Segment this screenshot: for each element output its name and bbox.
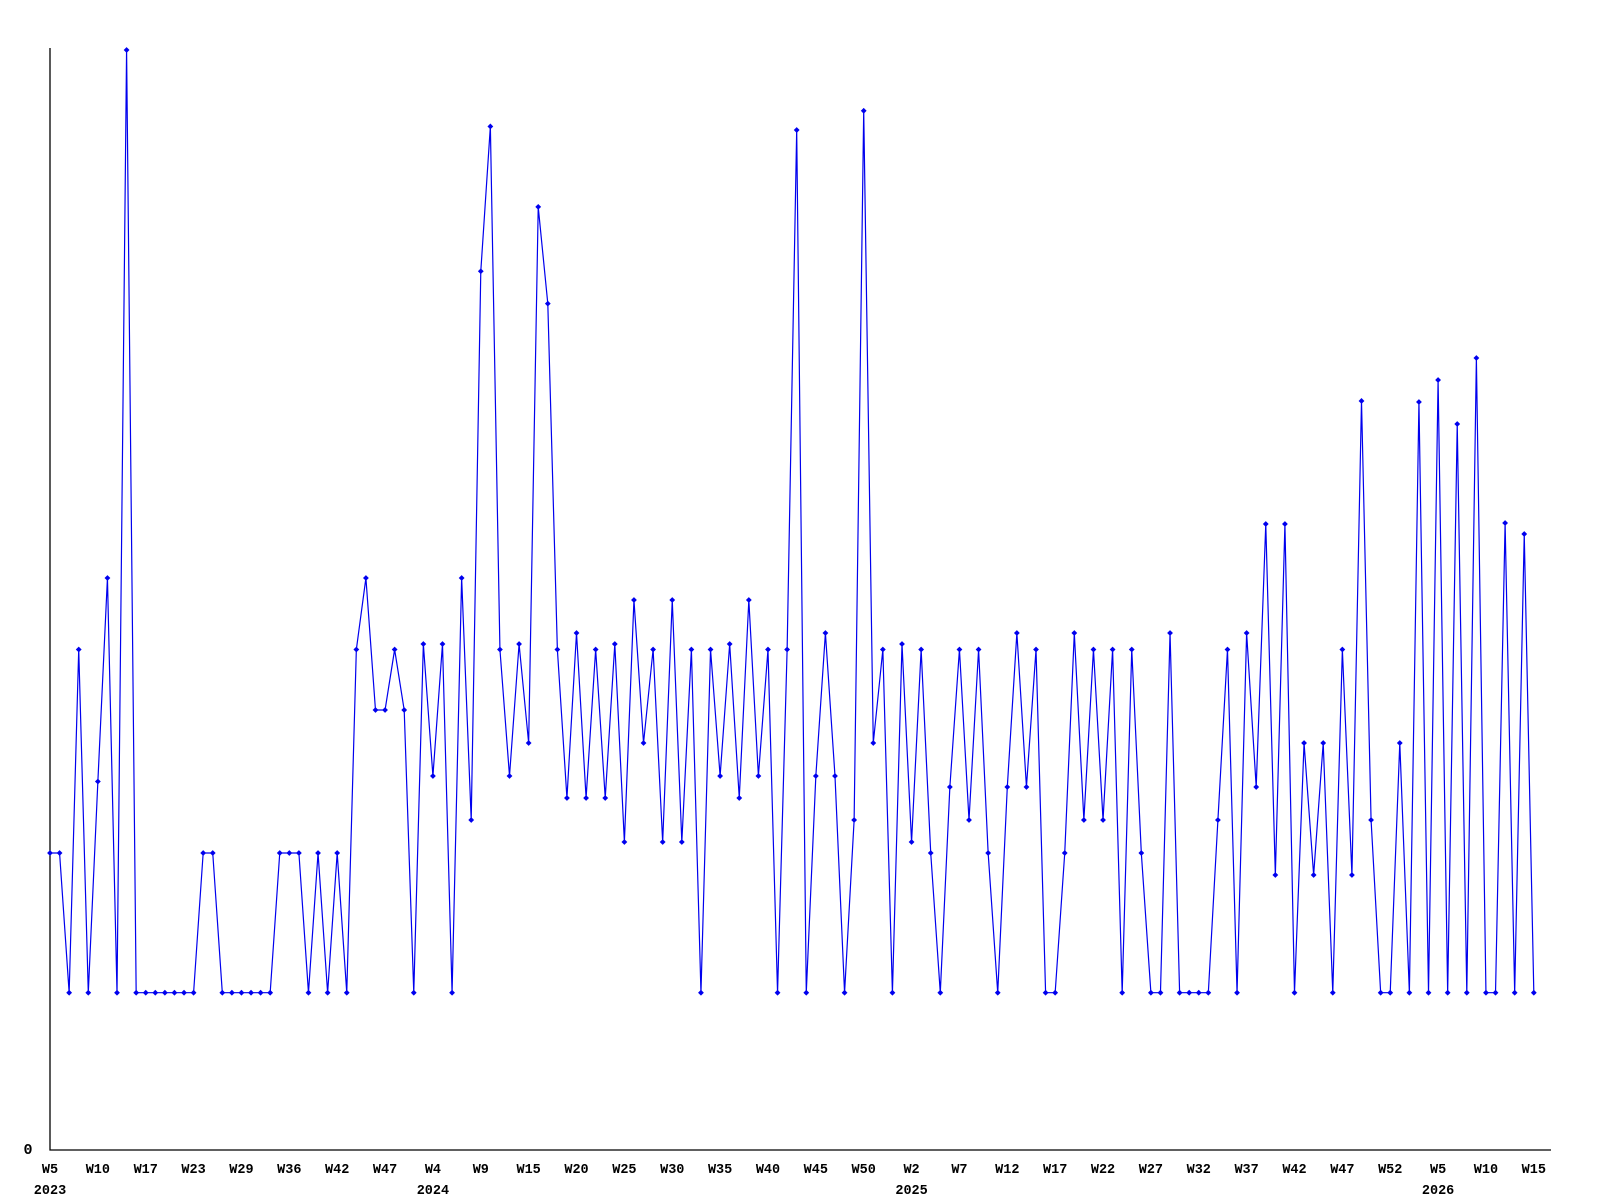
svg-text:W15: W15 xyxy=(516,1163,540,1178)
svg-text:W35: W35 xyxy=(708,1163,732,1178)
svg-text:W4: W4 xyxy=(425,1163,441,1178)
svg-text:W9: W9 xyxy=(473,1163,489,1178)
svg-text:W22: W22 xyxy=(1091,1163,1115,1178)
svg-text:W47: W47 xyxy=(1330,1163,1354,1178)
svg-text:W47: W47 xyxy=(373,1163,397,1178)
svg-text:W29: W29 xyxy=(229,1163,253,1178)
svg-text:W5: W5 xyxy=(1430,1163,1446,1178)
svg-text:W45: W45 xyxy=(804,1163,828,1178)
svg-text:2023: 2023 xyxy=(34,1184,66,1199)
svg-text:0: 0 xyxy=(23,1142,32,1159)
svg-text:W52: W52 xyxy=(1378,1163,1402,1178)
svg-text:W12: W12 xyxy=(995,1163,1019,1178)
svg-text:W42: W42 xyxy=(1282,1163,1306,1178)
svg-text:W32: W32 xyxy=(1187,1163,1211,1178)
svg-text:2024: 2024 xyxy=(417,1184,449,1199)
svg-text:W30: W30 xyxy=(660,1163,684,1178)
svg-text:W2: W2 xyxy=(903,1163,919,1178)
svg-text:W5: W5 xyxy=(42,1163,58,1178)
svg-text:W50: W50 xyxy=(852,1163,876,1178)
svg-text:W7: W7 xyxy=(951,1163,967,1178)
svg-text:W25: W25 xyxy=(612,1163,636,1178)
svg-text:W15: W15 xyxy=(1522,1163,1546,1178)
svg-text:W42: W42 xyxy=(325,1163,349,1178)
svg-text:W10: W10 xyxy=(1474,1163,1498,1178)
svg-text:W23: W23 xyxy=(181,1163,205,1178)
svg-text:W10: W10 xyxy=(86,1163,110,1178)
svg-text:W17: W17 xyxy=(1043,1163,1067,1178)
svg-text:W27: W27 xyxy=(1139,1163,1163,1178)
svg-text:W17: W17 xyxy=(134,1163,158,1178)
svg-text:2026: 2026 xyxy=(1422,1184,1454,1199)
svg-text:W40: W40 xyxy=(756,1163,780,1178)
svg-text:2025: 2025 xyxy=(895,1184,927,1199)
svg-text:W37: W37 xyxy=(1234,1163,1258,1178)
svg-text:W20: W20 xyxy=(564,1163,588,1178)
svg-text:W36: W36 xyxy=(277,1163,301,1178)
